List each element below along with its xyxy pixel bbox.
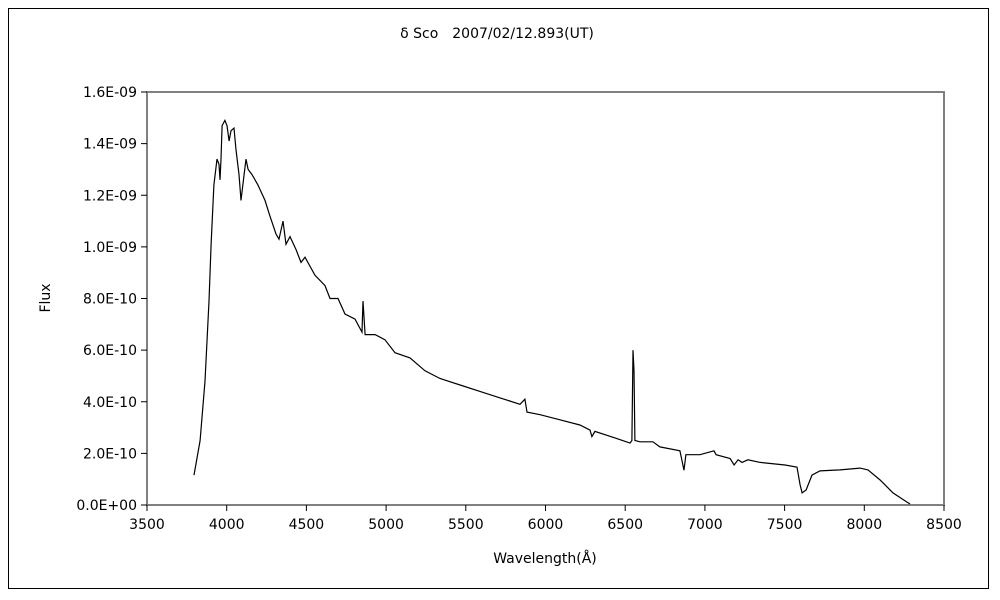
x-tick-label: 4000 — [209, 517, 245, 533]
y-tick-label: 2.0E-10 — [83, 446, 137, 462]
x-tick-label: 8000 — [846, 517, 882, 533]
x-tick-label: 6500 — [607, 517, 643, 533]
x-tick-label: 3500 — [129, 517, 165, 533]
x-tick-label: 7000 — [687, 517, 723, 533]
y-tick-label: 1.0E-09 — [83, 240, 137, 256]
x-tick-label: 5500 — [448, 517, 484, 533]
chart-title: δ Sco 2007/02/12.893(UT) — [400, 26, 594, 42]
y-tick-label: 8.0E-10 — [83, 292, 137, 308]
y-tick-label: 1.2E-09 — [83, 188, 137, 204]
chart-frame — [8, 8, 989, 589]
x-axis-label: Wavelength(Å) — [493, 550, 597, 567]
x-tick-label: 8500 — [926, 517, 962, 533]
y-tick-label: 1.4E-09 — [83, 137, 137, 153]
x-tick-label: 4500 — [289, 517, 325, 533]
y-tick-label: 0.0E+00 — [76, 498, 137, 514]
y-tick-label: 1.6E-09 — [83, 85, 137, 101]
x-tick-label: 6000 — [528, 517, 564, 533]
x-tick-label: 7500 — [767, 517, 803, 533]
y-tick-label: 4.0E-10 — [83, 395, 137, 411]
y-tick-label: 6.0E-10 — [83, 343, 137, 359]
flux-series-line — [193, 118, 911, 505]
plot-area — [146, 91, 945, 506]
y-axis-label: Flux — [38, 283, 54, 312]
x-tick-label: 5000 — [368, 517, 404, 533]
